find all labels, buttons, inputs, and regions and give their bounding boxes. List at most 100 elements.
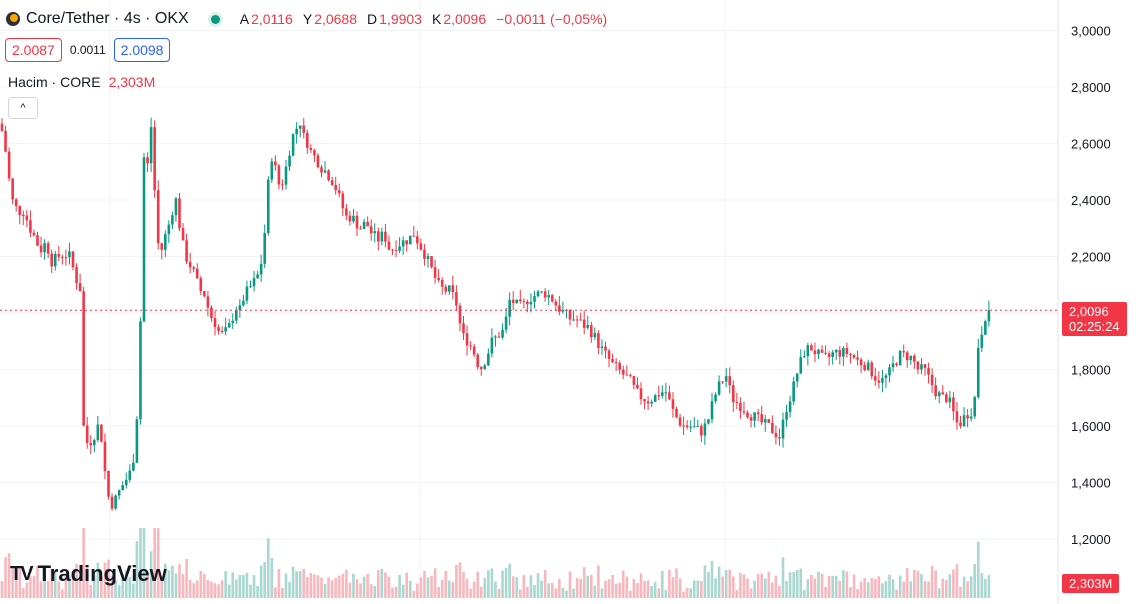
ohlc-values: A 2,0116 Y 2,0688 D 1,9903 K 2,0096 −0,0011 … bbox=[240, 11, 611, 27]
volume-bar bbox=[160, 576, 164, 598]
candle-body bbox=[426, 256, 430, 259]
volume-bar bbox=[682, 591, 685, 598]
volume-bar bbox=[874, 578, 877, 598]
candle-body bbox=[735, 402, 739, 404]
volume-bar bbox=[309, 572, 313, 598]
candle-body bbox=[412, 235, 416, 237]
volume-bar bbox=[277, 568, 281, 598]
volume-bar bbox=[806, 579, 810, 598]
candle-body bbox=[746, 412, 749, 418]
chart-header: Core/Tether · 4s · OKX A 2,0116 Y 2,0688 D… bbox=[6, 10, 611, 28]
volume-bar bbox=[217, 584, 220, 598]
volume-bar bbox=[753, 580, 756, 598]
volume-bar bbox=[778, 586, 781, 598]
candle-body bbox=[11, 178, 14, 200]
candle-body bbox=[572, 319, 575, 321]
candle-body bbox=[728, 376, 732, 386]
candle-body bbox=[43, 243, 46, 253]
volume-bar bbox=[408, 580, 412, 598]
candle-body bbox=[959, 422, 962, 426]
candle-body bbox=[877, 380, 881, 383]
candle-body bbox=[529, 301, 533, 305]
candle-body bbox=[817, 349, 820, 355]
candle-body bbox=[362, 221, 366, 229]
candle-body bbox=[465, 333, 469, 346]
volume-bar bbox=[203, 573, 206, 598]
volume-bar bbox=[29, 576, 32, 598]
volume-bar bbox=[210, 581, 213, 598]
sell-button[interactable]: 2.0087 bbox=[5, 38, 62, 62]
volume-bar bbox=[504, 568, 508, 598]
candle-body bbox=[7, 151, 11, 179]
volume-bar bbox=[934, 570, 937, 598]
volume-bar bbox=[554, 588, 558, 598]
candle-body bbox=[64, 257, 68, 259]
candle-body bbox=[167, 224, 171, 235]
candle-body bbox=[668, 392, 671, 400]
candle-body bbox=[540, 291, 543, 293]
candle-body bbox=[39, 245, 43, 253]
volume-bar bbox=[536, 573, 540, 598]
y-tick-label: 1,2000 bbox=[1071, 532, 1111, 547]
volume-legend[interactable]: Hacim · CORE 2,303M bbox=[8, 74, 155, 90]
volume-bar bbox=[171, 565, 174, 598]
volume-bar bbox=[451, 582, 455, 598]
candle-body bbox=[781, 419, 785, 439]
candle-body bbox=[22, 214, 25, 216]
volume-bar bbox=[597, 565, 600, 598]
candle-body bbox=[905, 352, 909, 361]
volume-bar bbox=[412, 590, 416, 598]
candle-body bbox=[600, 346, 604, 348]
candle-body bbox=[813, 350, 817, 355]
low-value: 1,9903 bbox=[379, 11, 422, 27]
candle-body bbox=[945, 394, 948, 403]
volume-bar bbox=[618, 582, 621, 598]
candle-body bbox=[437, 277, 440, 281]
symbol-title[interactable]: Core/Tether · 4s · OKX bbox=[26, 10, 189, 27]
candle-body bbox=[632, 376, 636, 385]
candle-body bbox=[625, 374, 629, 376]
candle-body bbox=[955, 411, 959, 423]
volume-bar bbox=[948, 574, 952, 598]
volume-bar bbox=[384, 572, 387, 598]
volume-bar bbox=[306, 576, 309, 598]
candle-body bbox=[696, 425, 700, 427]
volume-bar bbox=[483, 578, 487, 598]
candle-body bbox=[678, 417, 682, 426]
candle-body bbox=[36, 235, 39, 246]
candle-body bbox=[245, 286, 249, 301]
buy-button[interactable]: 2.0098 bbox=[113, 38, 171, 62]
candle-body bbox=[756, 412, 760, 415]
volume-bar bbox=[32, 575, 36, 598]
candle-body bbox=[231, 320, 235, 324]
volume-bar bbox=[721, 576, 724, 598]
volume-bar bbox=[987, 575, 991, 598]
candle-body bbox=[753, 412, 756, 421]
collapse-button[interactable]: ^ bbox=[8, 97, 38, 119]
candle-body bbox=[373, 231, 377, 234]
candle-body bbox=[313, 150, 316, 156]
candle-body bbox=[160, 243, 164, 250]
candle-body bbox=[636, 384, 639, 389]
volume-bar bbox=[952, 569, 955, 598]
volume-bar bbox=[664, 589, 668, 598]
y-tick-label: 2,6000 bbox=[1071, 137, 1111, 152]
tradingview-logo[interactable]: TV TradingView bbox=[10, 561, 167, 587]
candle-body bbox=[909, 355, 913, 361]
volume-bar bbox=[369, 584, 373, 598]
volume-bar bbox=[543, 570, 547, 598]
volume-bar bbox=[135, 541, 139, 598]
volume-bar bbox=[437, 586, 440, 598]
candle-body bbox=[646, 401, 650, 404]
volume-bar bbox=[909, 581, 913, 598]
candle-body bbox=[579, 319, 582, 321]
volume-bar bbox=[767, 571, 771, 598]
volume-bar bbox=[78, 578, 82, 598]
candle-body bbox=[149, 127, 153, 164]
candle-body bbox=[302, 125, 306, 133]
volume-bar bbox=[11, 568, 14, 598]
volume-bar bbox=[685, 587, 689, 598]
candle-body bbox=[359, 228, 362, 230]
volume-bar bbox=[888, 574, 891, 598]
